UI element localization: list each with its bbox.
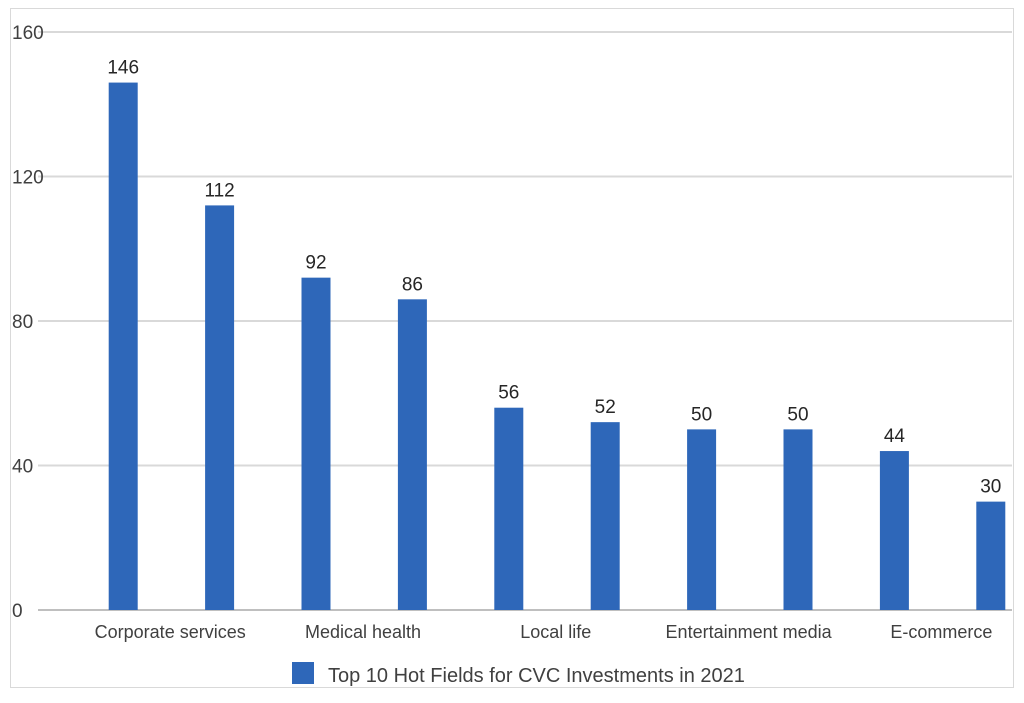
legend-label: Top 10 Hot Fields for CVC Investments in…	[328, 665, 745, 687]
data-labels: 146 112 92 86 56 52 50 50 44 30	[107, 58, 1001, 498]
chart-frame	[10, 8, 1014, 688]
data-label: 50	[691, 404, 712, 425]
y-tick-label: 160	[12, 23, 44, 44]
x-axis-categories: Corporate services Medical health Local li…	[95, 622, 993, 642]
legend-swatch	[292, 662, 314, 684]
x-category-label: Corporate services	[95, 622, 246, 642]
data-label: 86	[402, 274, 423, 295]
x-category-label: Local life	[520, 622, 591, 642]
bar	[976, 501, 1006, 610]
x-category-label: Entertainment media	[666, 622, 833, 642]
x-category-label: E-commerce	[890, 622, 992, 642]
bar	[687, 429, 717, 610]
bar	[494, 407, 524, 610]
data-label: 30	[980, 477, 1001, 498]
x-category-label: Medical health	[305, 622, 421, 642]
data-label: 112	[204, 180, 234, 201]
bar	[205, 205, 235, 610]
bar	[879, 451, 909, 610]
data-label: 44	[884, 426, 906, 447]
y-axis-ticks: 0 40 80 120 160	[12, 23, 44, 622]
bar	[108, 82, 138, 610]
bars	[108, 82, 1006, 610]
bar	[397, 299, 427, 610]
y-tick-label: 120	[12, 168, 44, 189]
data-label: 52	[595, 397, 616, 418]
bar	[590, 422, 620, 610]
y-tick-label: 80	[12, 312, 33, 333]
legend: Top 10 Hot Fields for CVC Investments in…	[292, 662, 745, 687]
data-label: 146	[107, 58, 139, 79]
y-tick-label: 0	[12, 601, 23, 622]
gridlines	[38, 31, 1012, 611]
bar	[301, 277, 331, 610]
data-label: 50	[787, 404, 808, 425]
data-label: 56	[498, 383, 519, 404]
data-label: 92	[305, 253, 326, 274]
y-tick-label: 40	[12, 457, 33, 478]
bar	[783, 429, 813, 610]
